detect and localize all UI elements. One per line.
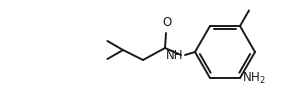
- Text: NH$_2$: NH$_2$: [242, 70, 266, 85]
- Text: NH: NH: [165, 50, 183, 63]
- Text: O: O: [162, 16, 172, 29]
